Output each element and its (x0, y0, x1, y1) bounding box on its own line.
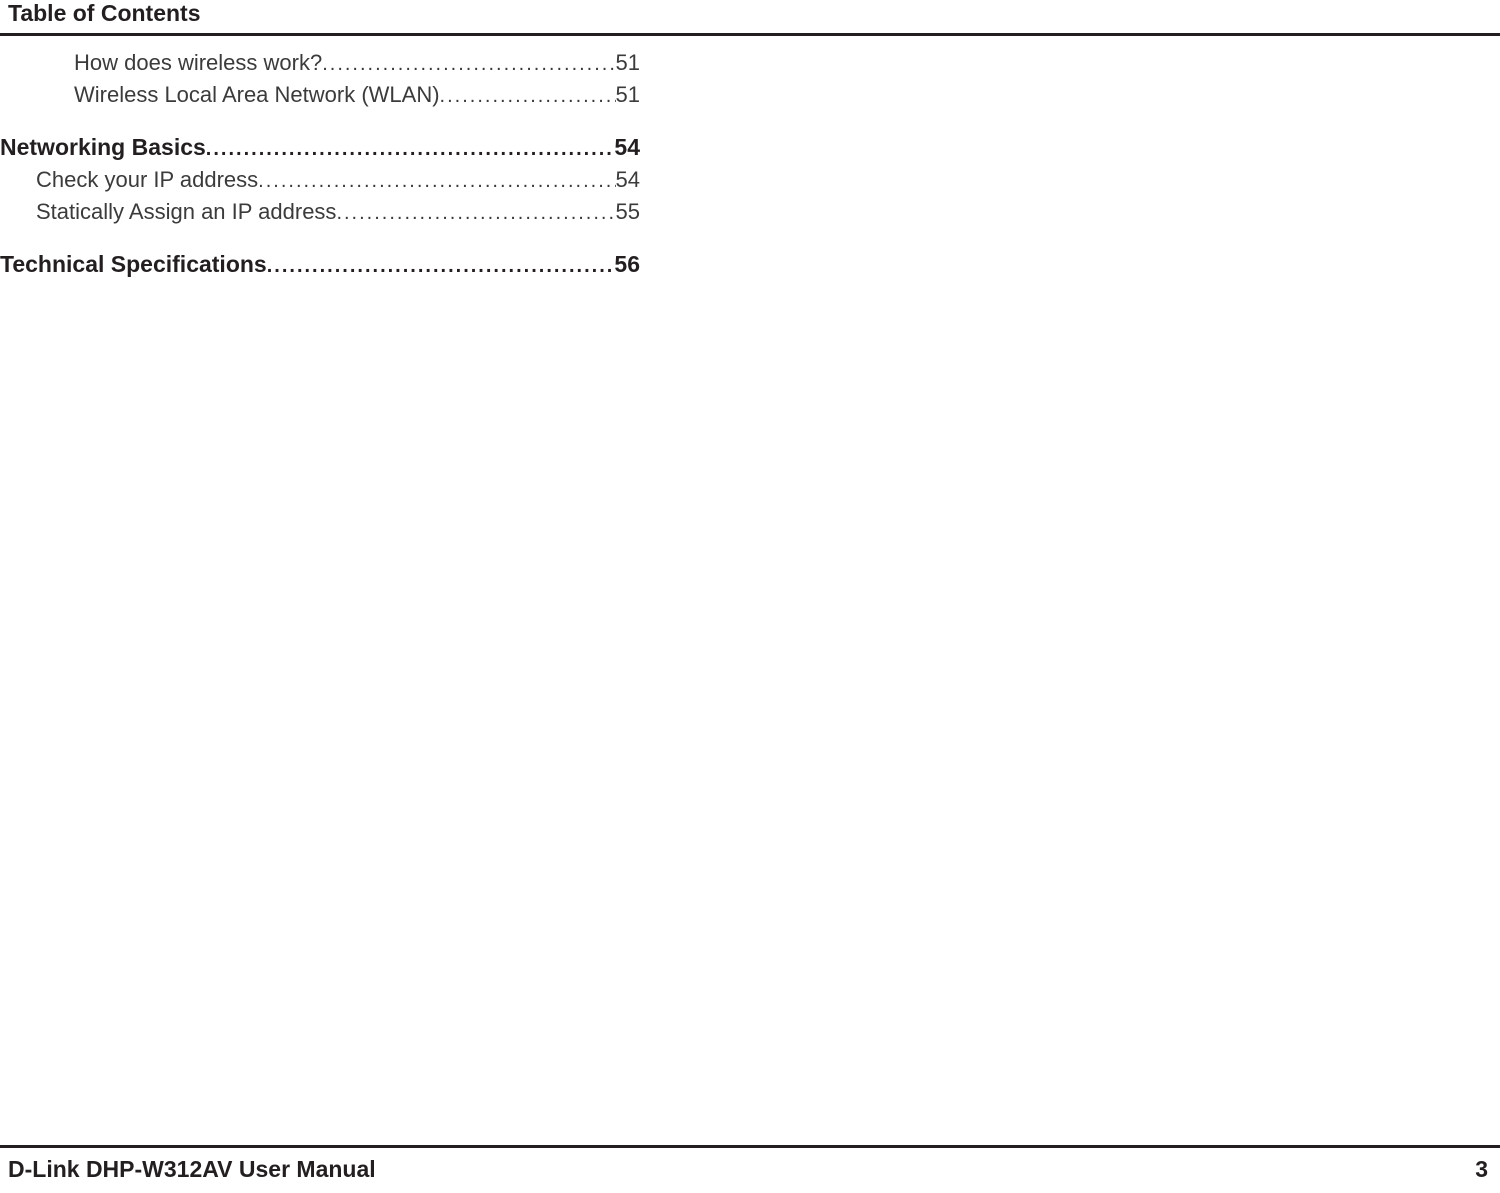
footer-page-number: 3 (1475, 1156, 1488, 1183)
toc-leader-dots (267, 255, 615, 278)
toc-label: How does wireless work? (74, 50, 322, 76)
toc-label: Technical Specifications (0, 251, 267, 278)
toc-leader-dots (440, 85, 616, 108)
toc-leader-dots (206, 138, 615, 161)
toc-content: How does wireless work? 51 Wireless Loca… (0, 50, 640, 284)
toc-leader-dots (258, 170, 615, 193)
toc-entry: Networking Basics 54 (0, 134, 640, 161)
toc-entry: Technical Specifications 56 (0, 251, 640, 278)
toc-page-number: 51 (616, 50, 640, 76)
toc-label: Check your IP address (36, 167, 258, 193)
toc-leader-dots (336, 202, 615, 225)
toc-entry: Wireless Local Area Network (WLAN) 51 (0, 82, 640, 108)
toc-page-number: 56 (614, 251, 640, 278)
page-footer: D-Link DHP-W312AV User Manual 3 (0, 1145, 1500, 1183)
toc-page-number: 54 (616, 167, 640, 193)
toc-entry: Check your IP address 54 (0, 167, 640, 193)
toc-label: Wireless Local Area Network (WLAN) (74, 82, 440, 108)
toc-page-number: 51 (616, 82, 640, 108)
toc-label: Statically Assign an IP address (36, 199, 336, 225)
footer-document-title: D-Link DHP-W312AV User Manual (8, 1156, 376, 1183)
toc-page-number: 55 (616, 199, 640, 225)
page-header: Table of Contents (0, 0, 1500, 36)
header-title: Table of Contents (8, 0, 1492, 27)
toc-label: Networking Basics (0, 134, 206, 161)
toc-entry: Statically Assign an IP address 55 (0, 199, 640, 225)
toc-entry: How does wireless work? 51 (0, 50, 640, 76)
page: Table of Contents How does wireless work… (0, 0, 1500, 1193)
toc-page-number: 54 (614, 134, 640, 161)
toc-leader-dots (322, 53, 615, 76)
